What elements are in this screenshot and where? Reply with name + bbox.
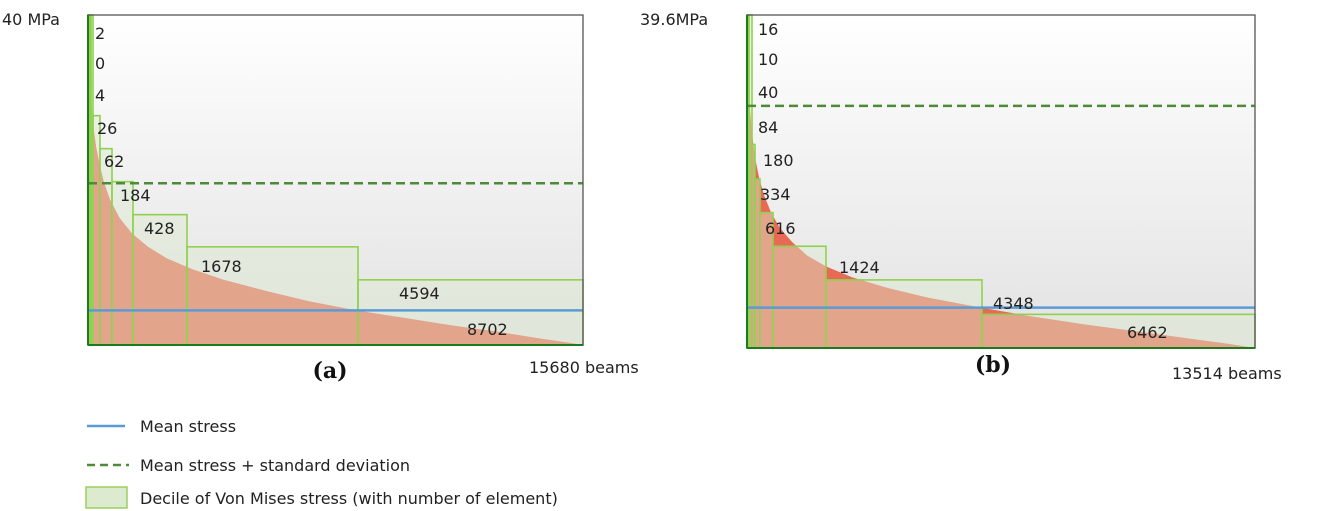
decile-box [111, 180, 134, 346]
decile-box [99, 147, 113, 346]
panel-label: (b) [975, 352, 1011, 378]
decile-box [981, 313, 1256, 349]
decile-count-label: 2 [95, 24, 105, 43]
decile-count-label: 0 [95, 54, 105, 73]
stress-area [88, 15, 583, 345]
decile-count-label: 1678 [201, 257, 242, 276]
decile-box [825, 279, 983, 349]
decile-count-label: 16 [758, 20, 778, 39]
legend-label: Mean stress [140, 417, 236, 436]
decile-count-label: 4 [95, 86, 105, 105]
decile-count-label: 180 [763, 151, 794, 170]
decile-count-label: 40 [758, 83, 778, 102]
decile-count-label: 8702 [467, 320, 508, 339]
decile-box [186, 246, 359, 346]
legend-decile-swatch [85, 486, 128, 509]
decile-box [772, 245, 827, 349]
decile-count-label: 428 [144, 219, 175, 238]
y-max-label: 39.6MPa [640, 10, 708, 29]
legend-label: Mean stress + standard deviation [140, 456, 410, 475]
decile-count-label: 62 [104, 152, 124, 171]
decile-count-label: 184 [120, 186, 151, 205]
x-end-label: 15680 beams [529, 358, 639, 377]
decile-count-label: 4348 [993, 294, 1034, 313]
decile-count-label: 26 [97, 119, 117, 138]
decile-count-label: 616 [765, 219, 796, 238]
decile-count-label: 6462 [1127, 323, 1168, 342]
decile-count-label: 1424 [839, 258, 880, 277]
decile-count-label: 4594 [399, 284, 440, 303]
decile-count-label: 334 [760, 185, 791, 204]
legend-label: Decile of Von Mises stress (with number … [140, 489, 558, 508]
stress-area [747, 15, 1255, 348]
panel-label: (a) [312, 358, 347, 384]
decile-count-label: 84 [758, 118, 778, 137]
y-max-label: 40 MPa [2, 10, 60, 29]
decile-count-label: 10 [758, 50, 778, 69]
chart-panel-a [87, 14, 584, 346]
chart-panel-b [746, 14, 1256, 349]
x-end-label: 13514 beams [1172, 364, 1282, 383]
